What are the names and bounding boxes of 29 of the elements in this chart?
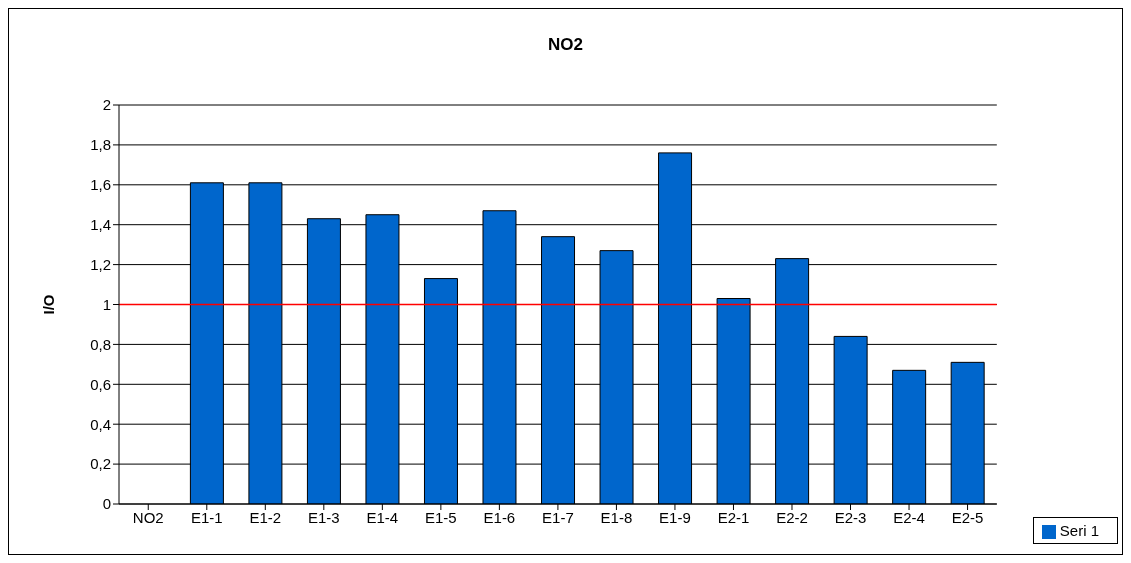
x-tick-label: E2-5: [951, 508, 984, 526]
y-tick-label: 0,6: [90, 375, 111, 393]
x-tick-label: E1-9: [659, 508, 691, 526]
x-tick-label: NO2: [132, 508, 164, 526]
x-tick-label: E1-1: [190, 508, 223, 526]
y-axis-title: I/O: [40, 294, 58, 315]
legend-label: Seri 1: [1059, 521, 1099, 539]
x-tick-label: E2-3: [834, 508, 867, 526]
x-tick-label: E1-3: [307, 508, 340, 526]
y-tick-label: 0,2: [90, 455, 111, 473]
x-tick-label: E2-1: [717, 508, 750, 526]
x-tick-label: E1-7: [542, 508, 574, 526]
x-tick-label: E1-4: [366, 508, 399, 526]
y-tick-label: 1,4: [90, 216, 111, 234]
y-tick-label: 0,4: [90, 415, 111, 433]
y-tick-label: 2: [102, 96, 111, 114]
chart-title: NO2: [547, 35, 584, 55]
x-tick-label: E1-5: [425, 508, 457, 526]
y-tick-label: 1,6: [90, 176, 111, 194]
x-tick-label: E2-4: [893, 508, 925, 526]
y-tick-label: 0,8: [90, 335, 111, 353]
x-tick-label: E1-8: [600, 508, 633, 526]
x-tick-label: E2-2: [776, 508, 808, 526]
x-tick-label: E1-2: [249, 508, 282, 526]
y-tick-label: 1: [102, 295, 111, 313]
y-tick-label: 1,8: [90, 136, 111, 154]
y-tick-label: 1,2: [90, 255, 111, 273]
y-tick-label: 0: [102, 495, 111, 513]
x-tick-label: E1-6: [483, 508, 516, 526]
